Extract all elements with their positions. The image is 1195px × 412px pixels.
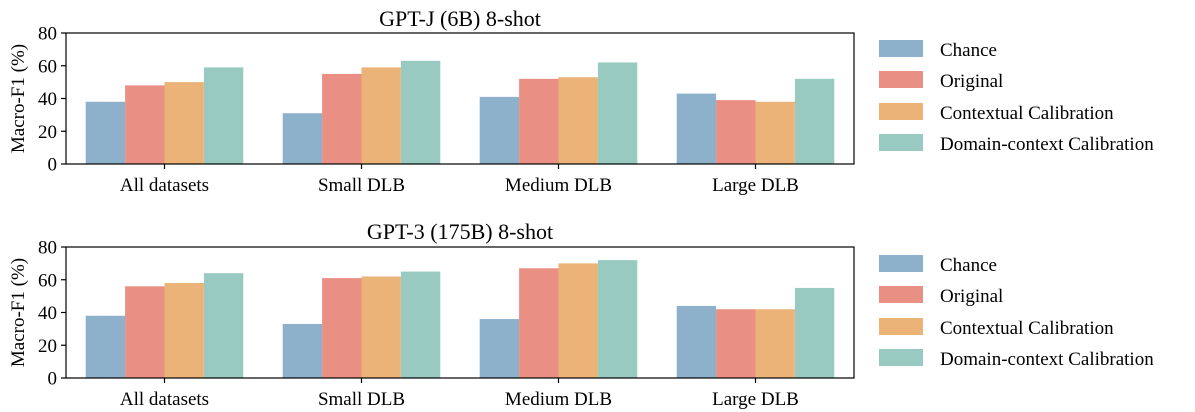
bar-contextual-calibration-0: [164, 283, 204, 378]
x-tick-label: Medium DLB: [505, 175, 612, 196]
legend-label: Chance: [940, 255, 997, 276]
y-tick-label: 40: [38, 303, 57, 324]
bar-domain-context-calibration-1: [400, 271, 441, 378]
bar-chance-3: [676, 93, 717, 164]
bar-contextual-calibration-0: [164, 82, 204, 164]
bar-original-1: [322, 278, 362, 378]
bar-contextual-calibration-2: [558, 263, 598, 378]
y-axis-label: Macro-F1 (%): [8, 44, 29, 153]
legend-label: Original: [940, 71, 1003, 92]
bar-contextual-calibration-2: [558, 77, 598, 164]
y-tick-label: 80: [38, 24, 57, 45]
x-tick-label: All datasets: [120, 389, 209, 410]
bar-original-0: [125, 286, 165, 378]
bar-domain-context-calibration-0: [203, 273, 244, 378]
y-tick-label: 80: [38, 238, 57, 259]
chart-title: GPT-J (6B) 8-shot: [379, 6, 541, 31]
bar-original-0: [125, 85, 165, 164]
y-axis-label: Macro-F1 (%): [8, 258, 29, 367]
x-tick-label: Large DLB: [712, 389, 799, 410]
bar-chance-1: [282, 113, 323, 164]
bar-chance-2: [479, 96, 520, 164]
x-tick-label: Medium DLB: [505, 389, 612, 410]
legend-label: Chance: [940, 40, 997, 61]
legend-swatch-contextual-calibration: [879, 318, 923, 335]
x-tick-label: All datasets: [120, 175, 209, 196]
bar-chance-0: [85, 101, 126, 164]
legend-label: Domain-context Calibration: [940, 134, 1154, 155]
bar-original-3: [716, 309, 756, 378]
bar-chance-2: [479, 319, 520, 378]
bar-original-1: [322, 73, 362, 164]
x-tick-label: Small DLB: [318, 175, 405, 196]
y-tick-label: 20: [38, 336, 57, 357]
y-tick-label: 0: [48, 155, 58, 176]
bar-original-2: [519, 268, 559, 378]
bar-contextual-calibration-1: [361, 276, 401, 378]
bar-original-3: [716, 100, 756, 164]
chart-panel-gpt-3: GPT-3 (175B) 8-shot Macro-F1 (%) 0 20 40 60 80…: [8, 219, 1154, 410]
bar-domain-context-calibration-2: [597, 260, 638, 378]
bar-chance-0: [85, 315, 126, 378]
bar-domain-context-calibration-2: [597, 62, 638, 164]
bar-contextual-calibration-1: [361, 67, 401, 164]
legend-label: Contextual Calibration: [940, 103, 1114, 124]
legend: Chance Original Contextual Calibration Doma…: [879, 255, 1154, 370]
legend-swatch-original: [879, 286, 923, 303]
bar-contextual-calibration-3: [755, 309, 795, 378]
bar-domain-context-calibration-1: [400, 60, 441, 164]
legend-swatch-chance: [879, 255, 923, 272]
legend-swatch-chance: [879, 40, 923, 57]
y-tick-label: 60: [38, 56, 57, 77]
legend-swatch-contextual-calibration: [879, 103, 923, 120]
bar-original-2: [519, 78, 559, 164]
x-tick-label: Small DLB: [318, 389, 405, 410]
legend-label: Original: [940, 286, 1003, 307]
chart-panel-gpt-j: GPT-J (6B) 8-shot Macro-F1 (%) 0 20 40 60 80 Al…: [8, 6, 1154, 196]
x-tick-label: Large DLB: [712, 175, 799, 196]
bar-domain-context-calibration-3: [794, 78, 835, 164]
legend-swatch-domain-context-calibration: [879, 134, 923, 151]
bar-chance-1: [282, 323, 323, 378]
legend-label: Domain-context Calibration: [940, 349, 1154, 370]
legend-swatch-domain-context-calibration: [879, 349, 923, 366]
y-tick-label: 60: [38, 270, 57, 291]
chart-title: GPT-3 (175B) 8-shot: [367, 219, 553, 244]
legend: Chance Original Contextual Calibration Doma…: [879, 40, 1154, 155]
bar-contextual-calibration-3: [755, 101, 795, 164]
legend-label: Contextual Calibration: [940, 318, 1114, 339]
bar-domain-context-calibration-0: [203, 67, 244, 164]
bar-chance-3: [676, 305, 717, 378]
legend-swatch-original: [879, 71, 923, 88]
y-tick-label: 40: [38, 89, 57, 110]
y-tick-label: 0: [48, 369, 58, 390]
y-tick-label: 20: [38, 122, 57, 143]
bar-domain-context-calibration-3: [794, 287, 835, 378]
